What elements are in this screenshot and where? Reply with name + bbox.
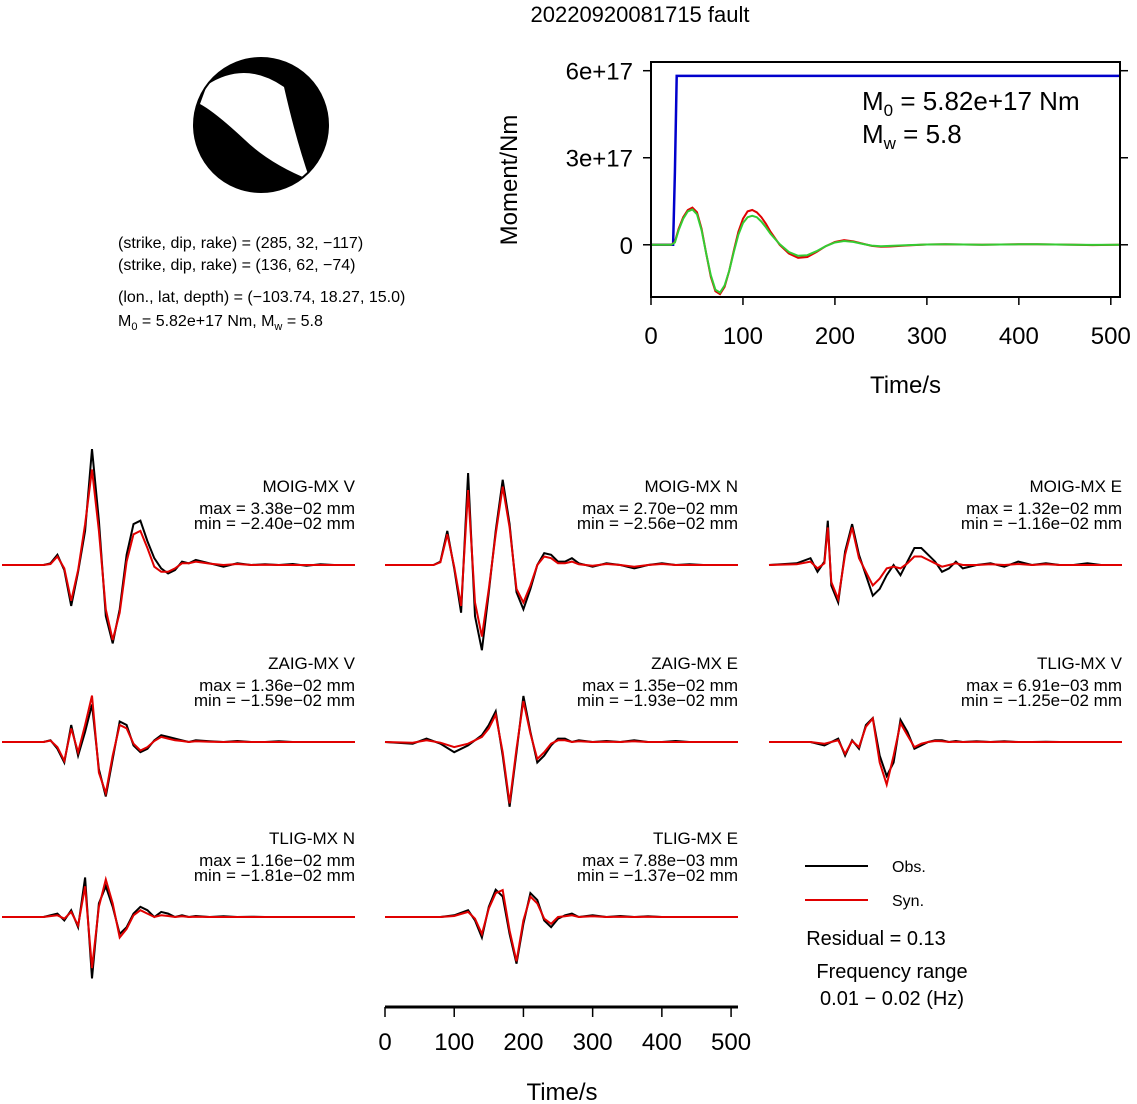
- station-label: TLIG-MX N: [269, 829, 355, 848]
- moment-x-tick-label-300: 300: [907, 323, 947, 350]
- legend-obs-label: Obs.: [892, 859, 926, 876]
- moment-y-tick-label-2: 6e+17: [566, 59, 633, 86]
- station-max: max = 1.32e−02 mm: [966, 499, 1122, 518]
- waveform-syn-0: [2, 469, 355, 641]
- moment-mw-annotation: Mw = 5.8: [862, 119, 962, 153]
- station-max: max = 1.36e−02 mm: [199, 676, 355, 695]
- moment-chart: 0 100 200 300 400 500 0 3e+17 6e+17 Time/s Moment/…: [496, 59, 1131, 399]
- mechanism-info: (strike, dip, rake) = (285, 32, −117) (s…: [118, 235, 405, 333]
- moment-x-tick-label-200: 200: [815, 323, 855, 350]
- station-label: MOIG-MX N: [645, 477, 739, 496]
- waveform-x-axis-label: Time/s: [526, 1079, 597, 1104]
- moment-y-tick-label-1: 3e+17: [566, 146, 633, 173]
- station-max: max = 3.38e−02 mm: [199, 499, 355, 518]
- station-max: max = 6.91e−03 mm: [966, 676, 1122, 695]
- m0-prefix: M: [118, 313, 131, 330]
- waveform-syn-4: [384, 700, 738, 804]
- station-min: min = −1.81e−02 mm: [194, 866, 355, 885]
- hypocenter-line: (lon., lat, depth) = (−103.74, 18.27, 15…: [118, 289, 405, 306]
- m0-sub: 0: [131, 321, 137, 333]
- moment-series-2: [651, 208, 1121, 294]
- moment-x-tick-label-400: 400: [999, 323, 1039, 350]
- moment-x-tick-label-0: 0: [644, 323, 657, 350]
- frequency-range: 0.01 − 0.02 (Hz): [820, 988, 964, 1010]
- nodal-plane-1: (strike, dip, rake) = (285, 32, −117): [118, 235, 363, 252]
- moment-y-tick-label-0: 0: [620, 233, 633, 260]
- moment-x-tick-label-100: 100: [723, 323, 763, 350]
- nodal-plane-2: (strike, dip, rake) = (136, 62, −74): [118, 257, 355, 274]
- mw-value: = 5.8: [282, 313, 323, 330]
- station-label: ZAIG-MX E: [651, 654, 738, 673]
- moment-x-axis-label: Time/s: [870, 372, 941, 399]
- waveform-obs-5: [769, 716, 1122, 779]
- station-max: max = 1.35e−02 mm: [582, 676, 738, 695]
- waveform-syn-5: [769, 716, 1122, 789]
- station-min: min = −1.25e−02 mm: [961, 691, 1122, 710]
- station-min: min = −2.40e−02 mm: [194, 514, 355, 533]
- waveform-x-tick-label-0: 0: [378, 1029, 391, 1056]
- waveform-syn-7: [385, 888, 738, 962]
- waveform-syn-6: [2, 875, 355, 969]
- waveform-time-axis: 0 100 200 300 400 500 Time/s: [378, 1005, 751, 1104]
- station-min: min = −1.93e−02 mm: [577, 691, 738, 710]
- magnitude-line: M0 = 5.82e+17 Nm, Mw = 5.8: [118, 313, 323, 333]
- waveform-obs-6: [2, 877, 355, 979]
- waveform-x-tick-label-300: 300: [573, 1029, 613, 1056]
- moment-x-tick-label-500: 500: [1091, 323, 1131, 350]
- station-label: MOIG-MX V: [262, 477, 355, 496]
- mw-sub: w: [273, 321, 282, 333]
- residual-label: Residual = 0.13: [806, 928, 946, 950]
- station-max: max = 2.70e−02 mm: [582, 499, 738, 518]
- station-min: min = −2.56e−02 mm: [577, 514, 738, 533]
- moment-m0-annotation: M0 = 5.82e+17 Nm: [862, 86, 1080, 120]
- beachball: [193, 57, 329, 193]
- waveform-x-tick-label-100: 100: [434, 1029, 474, 1056]
- waveform-obs-7: [385, 887, 738, 964]
- waveform-syn-2: [768, 527, 1122, 603]
- station-max: max = 7.88e−03 mm: [582, 851, 738, 870]
- waveform-syn-3: [2, 695, 355, 798]
- waveform-obs-4: [384, 695, 738, 807]
- moment-y-axis-label: Moment/Nm: [496, 115, 523, 246]
- station-label: ZAIG-MX V: [268, 654, 356, 673]
- moment-series-1: [651, 206, 1121, 296]
- waveform-syn-1: [385, 486, 738, 637]
- station-label: TLIG-MX V: [1037, 654, 1123, 673]
- station-min: min = −1.16e−02 mm: [961, 514, 1122, 533]
- station-min: min = −1.37e−02 mm: [577, 866, 738, 885]
- waveform-x-tick-label-200: 200: [503, 1029, 543, 1056]
- waveform-x-tick-label-400: 400: [642, 1029, 682, 1056]
- station-min: min = −1.59e−02 mm: [194, 691, 355, 710]
- moment-plot-frame: [650, 61, 1121, 298]
- waveform-obs-3: [2, 704, 355, 797]
- frequency-label: Frequency range: [816, 961, 967, 983]
- figure-title: 20220920081715 fault: [531, 2, 750, 27]
- waveform-x-tick-label-500: 500: [711, 1029, 751, 1056]
- station-max: max = 1.16e−02 mm: [199, 851, 355, 870]
- legend: Obs. Syn.: [805, 859, 926, 910]
- legend-syn-label: Syn.: [892, 893, 924, 910]
- station-label: MOIG-MX E: [1029, 477, 1122, 496]
- station-label: TLIG-MX E: [653, 829, 738, 848]
- m0-value: = 5.82e+17 Nm, M: [137, 313, 274, 330]
